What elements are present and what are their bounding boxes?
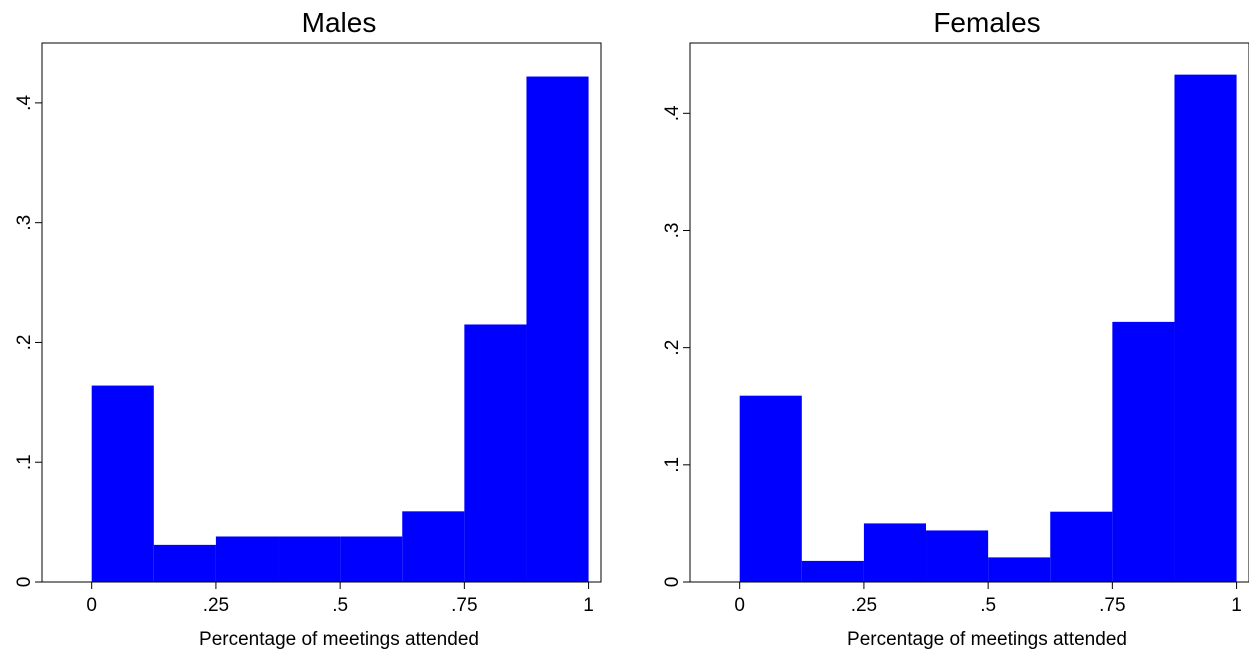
histogram-bar: [526, 76, 589, 582]
y-tick-label: .2: [662, 340, 683, 356]
y-tick-label: .3: [662, 223, 683, 239]
x-tick-label: 1: [1231, 595, 1242, 616]
plot-frame: [41, 42, 602, 583]
y-tick-label: .1: [662, 457, 683, 473]
histogram-bar: [926, 530, 989, 582]
histogram-bar: [1174, 74, 1237, 582]
histogram-bar: [988, 557, 1051, 582]
y-axis: 0 .1 .2 .3 .4: [662, 105, 690, 587]
x-tick-label: .25: [203, 595, 229, 616]
histogram-bar: [153, 544, 216, 582]
x-axis: 0 .25 .5 .75 1: [86, 582, 594, 616]
histogram-bar: [340, 536, 403, 582]
y-tick-label: .1: [14, 454, 35, 470]
y-tick-label: .4: [662, 105, 683, 121]
histogram-bar: [278, 536, 341, 582]
y-tick-label: .4: [14, 95, 35, 111]
y-axis: 0 .1 .2 .3 .4: [14, 95, 42, 588]
x-axis-label: Percentage of meetings attended: [199, 629, 479, 650]
y-tick-label: 0: [662, 577, 683, 588]
histogram-bar: [215, 536, 279, 582]
x-tick-label: .75: [451, 595, 477, 616]
histogram-bar: [801, 560, 864, 582]
panel-males: Males 0 .25 .5 .75 1 0 .1 .2 .3 .4 Percentage of…: [14, 7, 602, 650]
histogram-bar: [91, 385, 154, 582]
x-tick-label: .5: [332, 595, 348, 616]
plot-frame: [689, 42, 1249, 583]
histogram-bar: [1050, 511, 1113, 582]
y-tick-label: 0: [14, 577, 35, 588]
x-axis: 0 .25 .5 .75 1: [734, 582, 1242, 616]
histogram-bar: [739, 395, 802, 582]
histogram-bar: [863, 523, 927, 582]
histogram-bar: [402, 511, 465, 582]
x-tick-label: .5: [980, 595, 996, 616]
histogram-bar: [464, 324, 527, 582]
bars-group: [91, 76, 589, 582]
histogram-bar: [1112, 321, 1175, 582]
x-tick-label: 0: [86, 595, 97, 616]
x-tick-label: .25: [851, 595, 877, 616]
x-tick-label: 0: [734, 595, 745, 616]
panel-females: Females 0 .25 .5 .75 1 0 .1 .2 .3 .4 Percentage …: [662, 7, 1249, 650]
chart-title: Females: [933, 7, 1040, 38]
x-tick-label: .75: [1099, 595, 1125, 616]
x-tick-label: 1: [583, 595, 594, 616]
bars-group: [739, 74, 1237, 582]
x-axis-label: Percentage of meetings attended: [847, 629, 1127, 650]
chart-title: Males: [302, 7, 377, 38]
y-tick-label: .2: [14, 335, 35, 351]
y-tick-label: .3: [14, 215, 35, 231]
